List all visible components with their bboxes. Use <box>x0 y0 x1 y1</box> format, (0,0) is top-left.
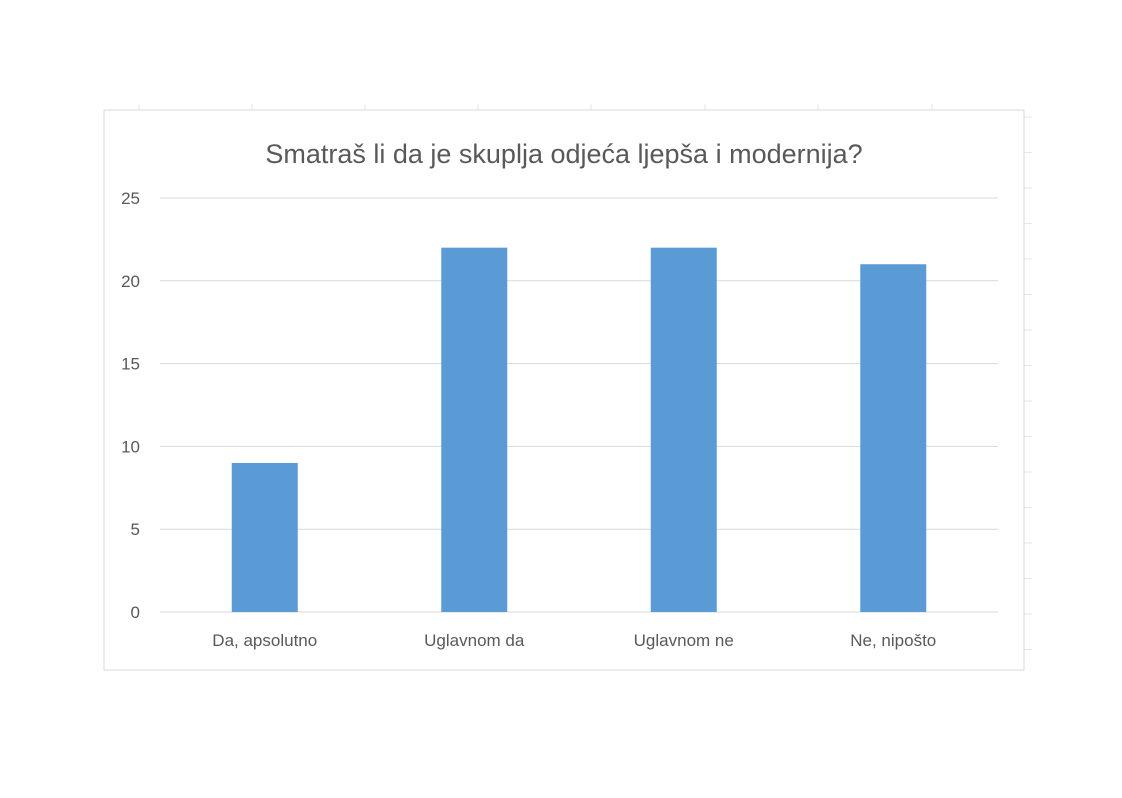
y-axis-tick-labels: 0 5 10 15 20 25 <box>121 189 140 622</box>
y-tick-label: 10 <box>121 437 140 456</box>
chart-title: Smatraš li da je skuplja odjeća ljepša i… <box>265 139 862 169</box>
bars <box>231 247 927 612</box>
bar <box>441 247 508 612</box>
y-tick-label: 5 <box>131 520 140 539</box>
x-tick-label: Uglavnom da <box>424 631 525 650</box>
y-tick-label: 25 <box>121 189 140 208</box>
bar <box>650 247 717 612</box>
y-tick-label: 0 <box>131 603 140 622</box>
y-tick-label: 20 <box>121 272 140 291</box>
x-tick-label: Uglavnom ne <box>634 631 734 650</box>
bar <box>860 264 927 612</box>
spreadsheet-gridlines <box>138 104 1032 650</box>
x-tick-label: Ne, nipošto <box>850 631 936 650</box>
y-gridlines <box>160 197 998 613</box>
bar <box>231 462 298 612</box>
y-tick-label: 15 <box>121 355 140 374</box>
x-tick-label: Da, apsolutno <box>212 631 317 650</box>
x-axis-category-labels: Da, apsolutno Uglavnom da Uglavnom ne Ne, n… <box>212 631 936 650</box>
